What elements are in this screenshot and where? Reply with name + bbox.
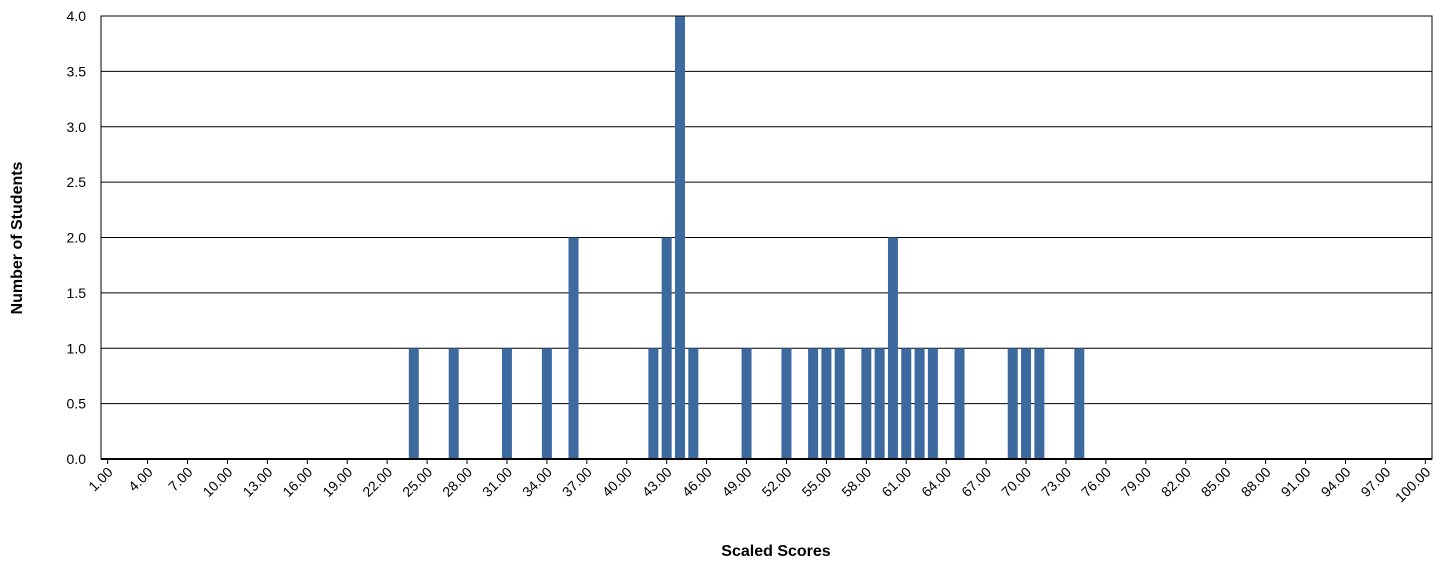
x-tick-label: 64.00: [918, 464, 954, 500]
x-tick-label: 16.00: [279, 464, 315, 500]
x-tick-label: 73.00: [1038, 464, 1074, 500]
bar: [781, 348, 792, 459]
y-tick-label: 0.5: [67, 396, 87, 412]
bar: [661, 237, 672, 459]
x-tick-label: 94.00: [1318, 464, 1354, 500]
x-tick-label: 88.00: [1238, 464, 1274, 500]
x-tick-label: 91.00: [1278, 464, 1314, 500]
x-tick-label: 37.00: [559, 464, 595, 500]
bar: [861, 348, 872, 459]
bar: [741, 348, 752, 459]
x-tick-label: 67.00: [958, 464, 994, 500]
y-tick-label: 2.0: [67, 230, 87, 246]
x-tick-label: 97.00: [1357, 464, 1393, 500]
x-tick-label: 34.00: [519, 464, 555, 500]
x-tick-label: 40.00: [599, 464, 635, 500]
x-tick-label: 43.00: [639, 464, 675, 500]
bar: [674, 16, 685, 459]
y-tick-label: 3.5: [67, 63, 87, 79]
y-tick-label: 3.0: [67, 119, 87, 135]
x-tick-label: 76.00: [1078, 464, 1114, 500]
x-tick-label: 52.00: [758, 464, 794, 500]
bar: [901, 348, 912, 459]
x-tick-label: 85.00: [1198, 464, 1234, 500]
bar: [1034, 348, 1045, 459]
y-tick-label: 4.0: [67, 8, 87, 24]
x-tick-label: 46.00: [679, 464, 715, 500]
x-tick-label: 82.00: [1158, 464, 1194, 500]
x-tick-label: 22.00: [359, 464, 395, 500]
bars: [408, 16, 1085, 459]
gridlines: [101, 15, 1432, 405]
bar: [408, 348, 419, 459]
axes: [100, 15, 1433, 464]
x-tick-label: 13.00: [239, 464, 275, 500]
bar: [648, 348, 659, 459]
bar: [541, 348, 552, 459]
bar: [874, 348, 885, 459]
x-tick-label: 61.00: [878, 464, 914, 500]
x-tick-label: 31.00: [479, 464, 515, 500]
x-tick-label: 25.00: [399, 464, 435, 500]
bar: [688, 348, 699, 459]
x-tick-label: 58.00: [838, 464, 874, 500]
bar: [821, 348, 832, 459]
bar: [927, 348, 938, 459]
x-tick-label: 4.00: [125, 464, 156, 495]
bar: [1021, 348, 1032, 459]
x-tick-label: 19.00: [319, 464, 355, 500]
y-tick-labels: 0.0 0.5 1.0 1.5 2.0 2.5 3.0 3.5 4.0: [67, 8, 87, 467]
x-tick-labels: 1.00 4.00 7.00 10.00 13.00 16.00 19.00 22.00 25.…: [85, 464, 1433, 506]
bar: [834, 348, 845, 459]
bar: [914, 348, 925, 459]
x-tick-label: 79.00: [1118, 464, 1154, 500]
y-tick-label: 0.0: [67, 451, 87, 467]
bar: [887, 237, 898, 459]
x-axis-title: Scaled Scores: [721, 543, 831, 560]
bar: [1074, 348, 1085, 459]
bar: [448, 348, 459, 459]
bar: [501, 348, 512, 459]
y-tick-label: 1.5: [67, 285, 87, 301]
bar: [954, 348, 965, 459]
x-tick-label: 10.00: [199, 464, 235, 500]
bar: [1007, 348, 1018, 459]
bar: [568, 237, 579, 459]
y-axis-title: Number of Students: [9, 161, 26, 314]
x-tick-label: 49.00: [719, 464, 755, 500]
bar: [808, 348, 819, 459]
x-tick-label: 1.00: [85, 464, 116, 495]
y-tick-label: 2.5: [67, 174, 87, 190]
y-tick-label: 1.0: [67, 340, 87, 356]
x-tick-label: 70.00: [998, 464, 1034, 500]
x-tick-label: 100.00: [1392, 464, 1434, 506]
x-tick-label: 28.00: [439, 464, 475, 500]
x-tick-label: 7.00: [165, 464, 196, 495]
x-tick-label: 55.00: [798, 464, 834, 500]
